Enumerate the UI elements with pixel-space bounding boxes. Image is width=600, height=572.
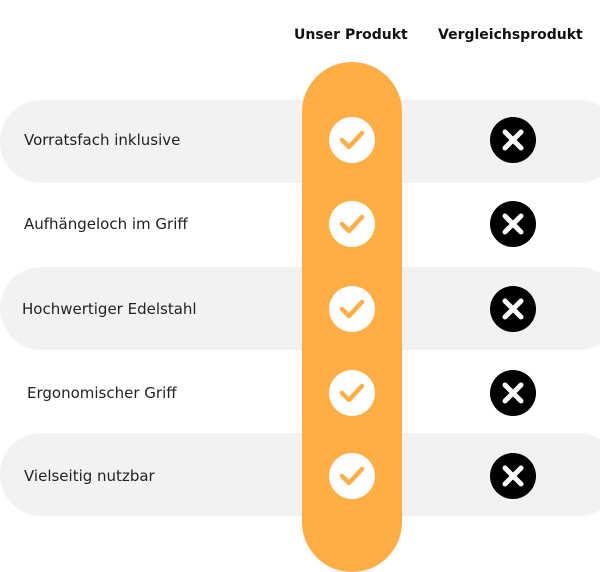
feature-label: Ergonomischer Griff: [27, 384, 177, 402]
feature-label: Vorratsfach inklusive: [24, 131, 181, 149]
column-header-our-product: Unser Produkt: [294, 27, 408, 43]
column-header-comparison-product: Vergleichsprodukt: [438, 27, 583, 43]
check-icon: [329, 453, 375, 499]
cross-icon: [490, 201, 536, 247]
check-icon: [329, 370, 375, 416]
feature-label: Vielseitig nutzbar: [24, 467, 155, 485]
check-icon: [329, 117, 375, 163]
feature-label: Hochwertiger Edelstahl: [22, 300, 197, 318]
cross-icon: [490, 453, 536, 499]
cross-icon: [490, 286, 536, 332]
check-icon: [329, 286, 375, 332]
feature-label: Aufhängeloch im Griff: [24, 215, 188, 233]
check-icon: [329, 201, 375, 247]
cross-icon: [490, 117, 536, 163]
cross-icon: [490, 370, 536, 416]
